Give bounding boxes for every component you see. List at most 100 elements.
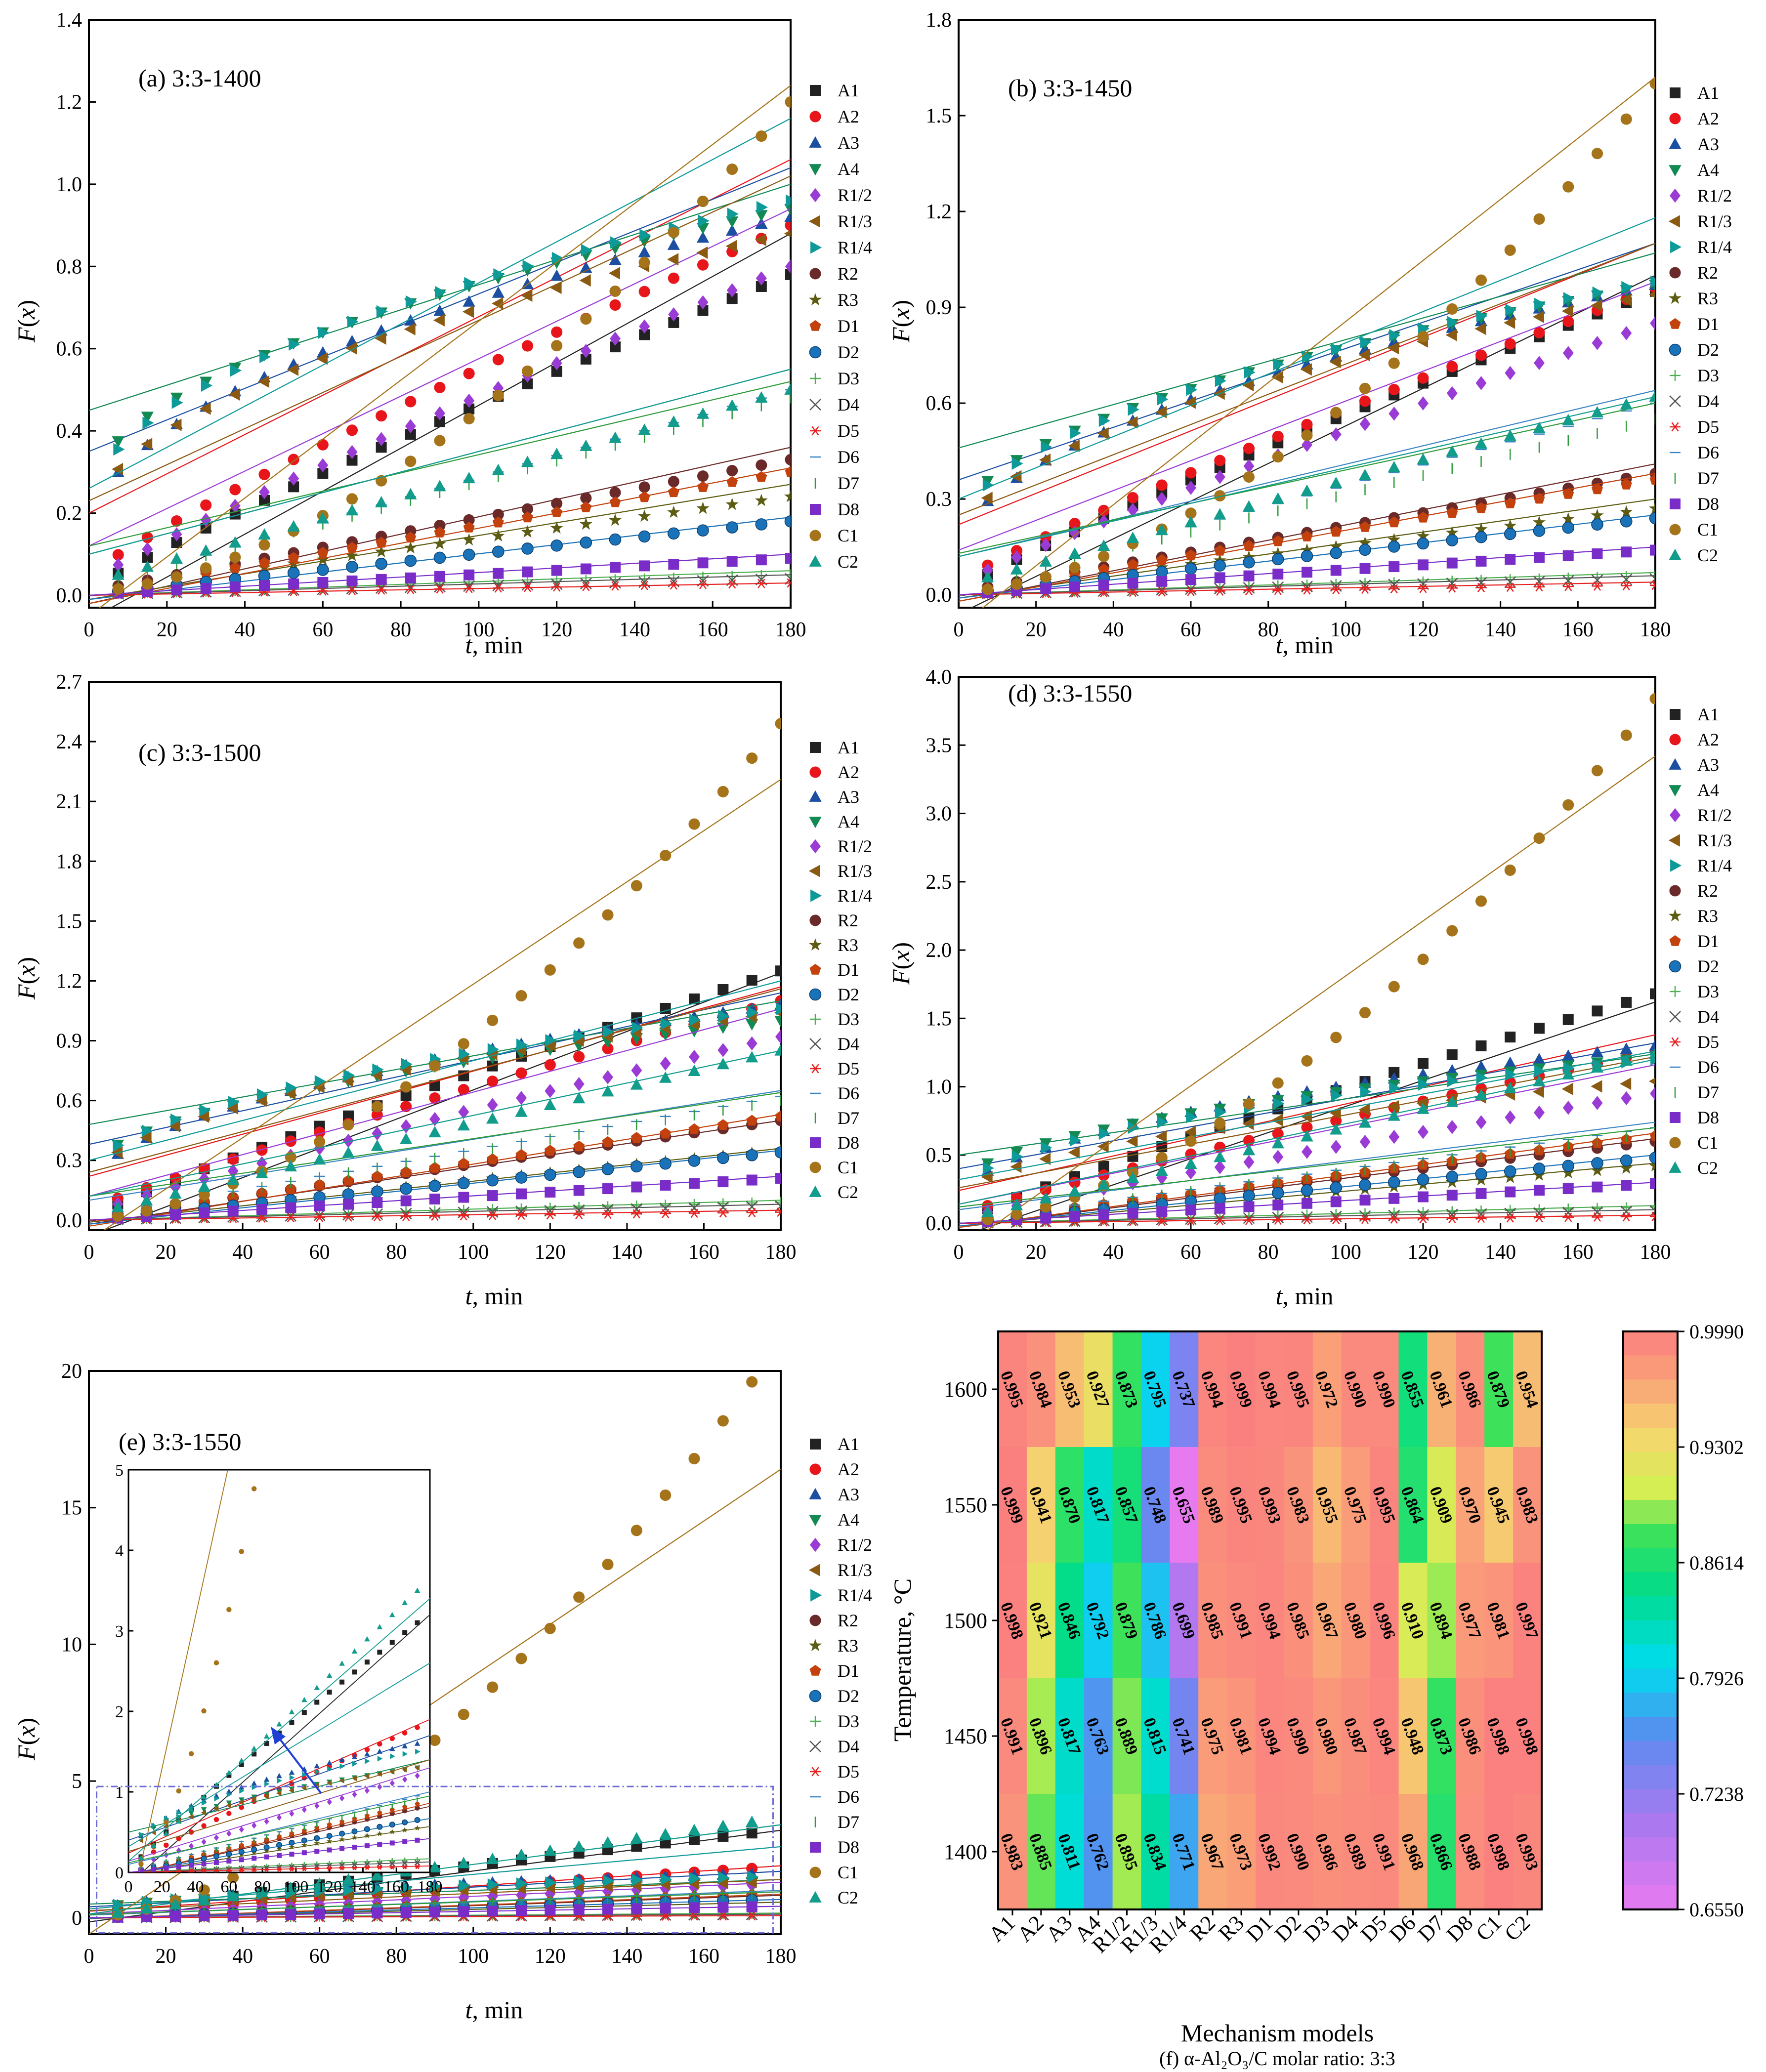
point-d4 [1272,1211,1284,1224]
point-d5 [660,1208,671,1218]
point-a2 [1301,1121,1313,1133]
point-d5 [1185,1216,1196,1226]
inset-point-r3 [351,1834,358,1840]
point-d8 [1534,1185,1545,1196]
point-d8 [573,1185,585,1196]
point-c2 [169,1898,182,1909]
point-r1-4 [603,1025,615,1038]
point-a2 [1069,518,1081,530]
point-c2 [1330,1123,1343,1135]
point-a2 [429,1092,441,1104]
inset-point-a2 [239,1805,244,1810]
panel-b-legend: A1A2A3A4R1/2R1/3R1/4R2R3D1D2D3D4D5D6D7D8… [1668,83,1732,565]
point-d8 [229,581,241,593]
inset-point-a3 [314,1763,320,1769]
point-d2 [688,1155,701,1167]
inset-point-r3 [414,1825,420,1831]
inset-point-c1 [314,1106,320,1112]
heatmap-cell [1112,1794,1141,1910]
point-r1-4 [551,251,563,264]
point-c2 [1155,1164,1168,1176]
heatmap-cell [1026,1563,1056,1679]
point-r1-3 [1039,1153,1051,1165]
point-c2 [726,399,739,411]
point-a1 [775,965,781,977]
point-d1 [1592,483,1603,495]
heatmap-cell [1284,1331,1313,1448]
point-d5 [1592,1212,1603,1222]
inset-point-d5 [277,1867,282,1872]
inset-point-c2 [339,1660,345,1666]
point-a3 [667,238,680,250]
point-c2 [371,1139,383,1151]
panel-c-frame [88,681,782,1231]
panel-d-xtick-label: 80 [1258,1241,1279,1264]
point-d8 [429,1194,440,1205]
panel-e-xtick-label: 100 [458,1945,489,1968]
inset-point-r1-4 [138,1831,144,1837]
inset-point-d2 [389,1822,395,1828]
legend-marker-c1 [809,1161,821,1173]
point-c2 [1620,1054,1633,1066]
point-d1 [1620,478,1632,490]
inset-point-a2 [377,1741,382,1747]
heatmap-cell [1341,1563,1371,1679]
point-a2 [551,326,563,338]
point-c1 [697,195,709,207]
panel-e: (e) 3:3-1550 t, min F(x) 0 20 40 60 80 100 120… [12,1106,872,2024]
point-c1 [198,1189,210,1201]
point-a1 [171,537,182,548]
panel-a-plot-area [89,85,791,608]
legend-marker-r1-2 [810,839,821,854]
legend-label-a1: A1 [1697,704,1719,724]
panel-d-ytick-label: 1.5 [926,1007,952,1030]
point-r3 [492,529,505,542]
legend-marker-c1 [1669,524,1681,536]
point-c2 [573,1840,586,1852]
legend-marker-c2 [1669,548,1682,560]
point-c1 [405,456,417,467]
point-c2 [1010,563,1023,575]
legend-marker-a4 [809,164,822,176]
point-r1-2 [1185,1165,1196,1180]
panel-e-ytick-label: 20 [61,1360,82,1383]
point-d4 [492,580,505,591]
panel-a-xtick-label: 20 [157,619,177,641]
inset-point-d2 [213,1853,219,1860]
point-d2 [346,561,358,573]
inset-point-c1 [138,1861,144,1867]
panel-b-ytick-label: 1.5 [926,105,952,127]
inset-point-a1 [377,1650,382,1655]
point-r1-4 [430,1880,442,1893]
inset-point-c2 [377,1624,383,1629]
inset-point-d8 [277,1853,282,1858]
inset-point-r1-4 [390,1753,395,1759]
panel-d-xtick-label: 160 [1562,1241,1594,1264]
point-a2 [229,484,241,496]
point-c1 [1040,571,1051,583]
panel-b-xtick-label: 60 [1180,619,1201,641]
legend-marker-r1-2 [1670,188,1681,203]
inset-point-c2 [301,1697,307,1702]
inset-point-c2 [201,1794,207,1800]
heatmap-cell [1341,1331,1371,1448]
panel-a-xtick-label: 160 [697,619,728,641]
inset-point-d3 [389,1858,395,1864]
zoom-region-box [96,1785,774,1934]
point-c2 [981,571,994,582]
point-c1 [544,1622,556,1634]
point-d2 [1533,1162,1546,1175]
point-r1-4 [1534,297,1546,311]
inset-point-r1-2 [213,1834,219,1841]
inset-point-d8 [213,1860,219,1865]
legend-marker-a1 [810,85,821,96]
inset-point-a1 [239,1762,244,1767]
point-r2 [580,492,592,504]
point-a3 [1562,1049,1575,1061]
panel-a: (a) 3:3-1400 t, min F(x) 0 20 40 60 80 100 120… [12,9,872,659]
legend-label-c1: C1 [838,1863,858,1882]
heatmap-cell [1312,1794,1342,1910]
inset-point-c1 [226,1607,232,1613]
point-r1-2 [1243,459,1255,473]
point-d8 [610,562,621,573]
